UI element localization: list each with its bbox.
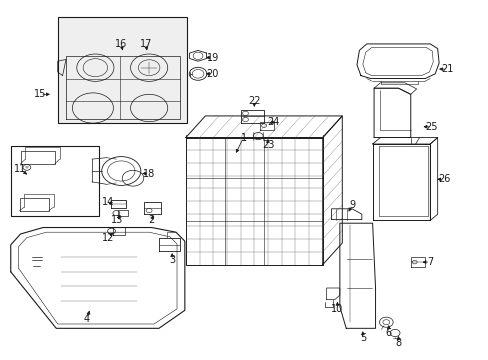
Text: 9: 9 (348, 200, 354, 210)
Text: 10: 10 (330, 304, 343, 314)
Text: 26: 26 (437, 174, 449, 184)
Text: 6: 6 (385, 328, 391, 338)
Text: 19: 19 (206, 53, 219, 63)
Text: 4: 4 (84, 314, 90, 324)
Text: 18: 18 (142, 168, 155, 179)
Text: 21: 21 (440, 64, 453, 74)
Bar (11, 146, 99, 216)
Bar (58, 17, 187, 123)
Text: 24: 24 (267, 117, 280, 127)
Text: 22: 22 (247, 96, 260, 106)
Text: 16: 16 (115, 39, 127, 49)
Text: 13: 13 (111, 215, 123, 225)
Text: 23: 23 (261, 140, 274, 150)
Text: 11: 11 (14, 164, 27, 174)
Text: 1: 1 (240, 132, 246, 143)
Text: 12: 12 (102, 233, 115, 243)
Text: 7: 7 (427, 257, 432, 267)
Text: 2: 2 (148, 215, 154, 225)
Text: 20: 20 (206, 69, 219, 79)
Text: 15: 15 (34, 89, 46, 99)
Text: 5: 5 (359, 333, 365, 343)
Text: 17: 17 (139, 39, 152, 49)
Text: 14: 14 (102, 197, 115, 207)
Text: 3: 3 (169, 255, 175, 265)
Text: 8: 8 (395, 338, 401, 348)
Text: 25: 25 (424, 122, 437, 132)
